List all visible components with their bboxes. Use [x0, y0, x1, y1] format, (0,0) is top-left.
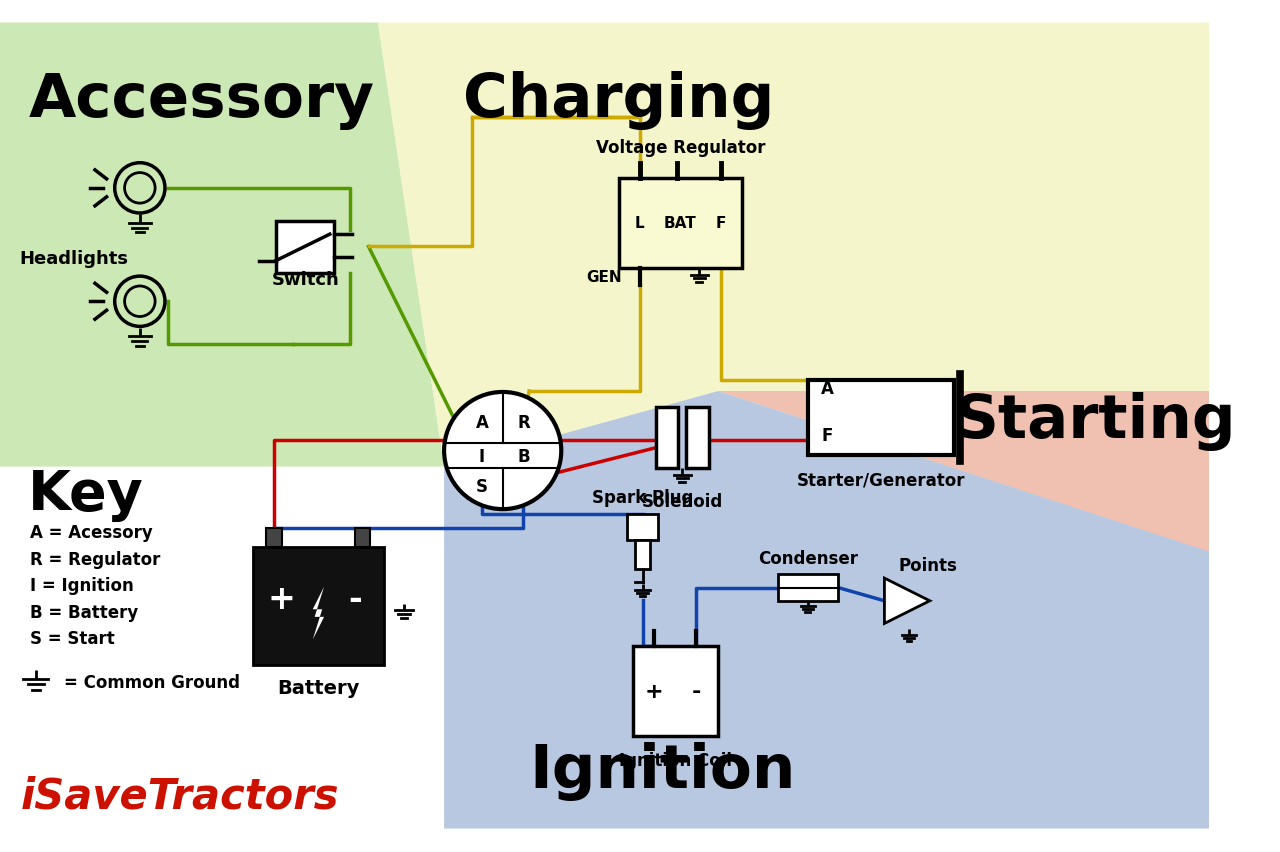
Bar — [655, 407, 678, 469]
Polygon shape — [0, 24, 444, 467]
Text: Headlights: Headlights — [19, 250, 128, 268]
Text: R = Regulator: R = Regulator — [31, 550, 160, 568]
Text: Ignition: Ignition — [529, 740, 796, 800]
Text: Battery: Battery — [278, 678, 360, 698]
Text: Ignition Coil: Ignition Coil — [620, 751, 732, 769]
Text: Switch: Switch — [271, 271, 339, 289]
Polygon shape — [718, 392, 1210, 552]
Bar — [276, 222, 334, 273]
Polygon shape — [0, 24, 1210, 828]
Text: A = Acessory: A = Acessory — [31, 524, 154, 542]
Text: I: I — [479, 447, 485, 466]
Text: Points: Points — [899, 556, 957, 574]
Polygon shape — [312, 587, 324, 640]
Bar — [253, 547, 384, 665]
Text: L: L — [635, 216, 645, 231]
Text: R: R — [517, 414, 530, 432]
Text: GEN: GEN — [586, 270, 622, 285]
Text: Charging: Charging — [463, 71, 774, 130]
Text: F: F — [822, 426, 832, 445]
Text: Accessory: Accessory — [28, 71, 374, 130]
Text: S = Start: S = Start — [31, 630, 115, 648]
Bar — [808, 380, 955, 456]
Text: iSaveTractors: iSaveTractors — [20, 774, 339, 816]
Text: -: - — [691, 681, 701, 700]
Text: = Common Ground: = Common Ground — [64, 673, 241, 691]
Bar — [266, 528, 282, 547]
Text: F: F — [716, 216, 726, 231]
Text: B: B — [517, 447, 530, 466]
Text: I = Ignition: I = Ignition — [31, 577, 134, 595]
Text: BAT: BAT — [664, 216, 696, 231]
Bar — [686, 407, 709, 469]
Bar — [634, 647, 718, 736]
Bar — [620, 179, 741, 269]
Text: +: + — [268, 583, 296, 616]
Bar — [627, 515, 658, 541]
Text: Spark Plug: Spark Plug — [591, 489, 694, 507]
Text: Voltage Regulator: Voltage Regulator — [595, 139, 765, 157]
Text: A: A — [822, 379, 835, 397]
Polygon shape — [378, 24, 1210, 467]
Bar — [356, 528, 370, 547]
Polygon shape — [884, 579, 929, 624]
Text: Key: Key — [28, 467, 145, 521]
Polygon shape — [444, 392, 1210, 828]
Text: A: A — [475, 414, 489, 432]
Text: S: S — [476, 478, 488, 496]
Circle shape — [444, 393, 561, 509]
Text: Starter/Generator: Starter/Generator — [796, 471, 965, 489]
Bar — [778, 574, 838, 601]
Text: Solenoid: Solenoid — [641, 492, 723, 510]
Bar — [635, 541, 650, 569]
Text: -: - — [348, 583, 362, 616]
Text: +: + — [645, 681, 663, 700]
Text: Condenser: Condenser — [758, 550, 858, 567]
Text: Starting: Starting — [955, 392, 1236, 451]
Text: B = Battery: B = Battery — [31, 603, 138, 621]
